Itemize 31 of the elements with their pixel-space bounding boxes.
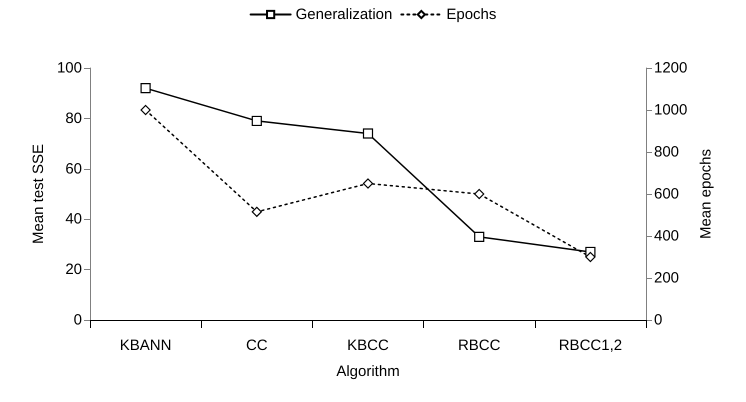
point	[362, 178, 374, 189]
y2-tick-label: 800	[654, 144, 680, 160]
point	[585, 252, 596, 262]
point	[140, 83, 151, 94]
y2-tick-label: 1000	[654, 102, 688, 118]
y2-axis-title: Mean epochs	[697, 148, 714, 240]
legend-label: Epochs	[446, 6, 496, 23]
y-tick-label: 100	[56, 60, 82, 76]
y2-tick-label: 600	[654, 186, 680, 202]
y2-tick-label: 1200	[654, 60, 688, 76]
x-tick-label: CC	[246, 337, 268, 354]
y2-tick-label: 200	[654, 270, 680, 286]
x-axis-title: Algorithm	[336, 363, 400, 380]
y-tick-label: 60	[65, 160, 82, 178]
point	[252, 116, 262, 126]
y-tick-label: 40	[65, 210, 82, 228]
x-tick-label: KBANN	[120, 337, 172, 354]
point	[140, 104, 151, 116]
y2-tick-label: 400	[654, 228, 680, 244]
y-axis-title: Mean test SSE	[30, 144, 48, 244]
x-tick-label: RBCC1,2	[558, 337, 622, 354]
y-tick-label: 0	[74, 312, 82, 328]
x-tick-label: RBCC	[458, 337, 501, 354]
y2-tick-label: 0	[654, 312, 662, 328]
legend-label: Generalization	[296, 6, 392, 23]
point	[474, 232, 484, 242]
x-tick-label: KBCC	[347, 337, 389, 354]
y-tick-label: 20	[65, 261, 82, 278]
point	[252, 206, 262, 217]
y-tick-label: 80	[65, 110, 82, 127]
point	[362, 128, 374, 139]
